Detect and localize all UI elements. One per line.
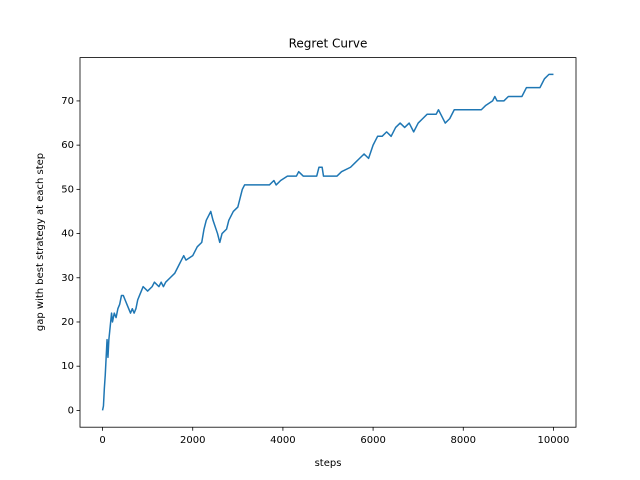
chart-title: Regret Curve bbox=[289, 37, 368, 51]
y-tick-label: 50 bbox=[61, 184, 74, 195]
y-tick-label: 60 bbox=[61, 140, 74, 151]
data-line bbox=[101, 73, 554, 411]
y-tick-label: 70 bbox=[61, 96, 74, 107]
x-tick-label: 8000 bbox=[451, 435, 476, 446]
y-tick-label: 0 bbox=[68, 405, 74, 416]
x-tick-label: 2000 bbox=[180, 435, 205, 446]
x-tick-label: 0 bbox=[99, 435, 105, 446]
y-tick-label: 20 bbox=[61, 317, 74, 328]
y-tick-label: 40 bbox=[61, 229, 74, 240]
y-axis-label: gap with best strategy at each step bbox=[35, 153, 46, 331]
plot-frame bbox=[79, 57, 577, 428]
x-tick-label: 4000 bbox=[270, 435, 295, 446]
y-tick-label: 30 bbox=[61, 273, 74, 284]
x-tick-label: 10000 bbox=[538, 435, 570, 446]
x-axis-label: steps bbox=[315, 458, 342, 469]
y-tick-label: 10 bbox=[61, 361, 74, 372]
x-tick-label: 6000 bbox=[360, 435, 385, 446]
